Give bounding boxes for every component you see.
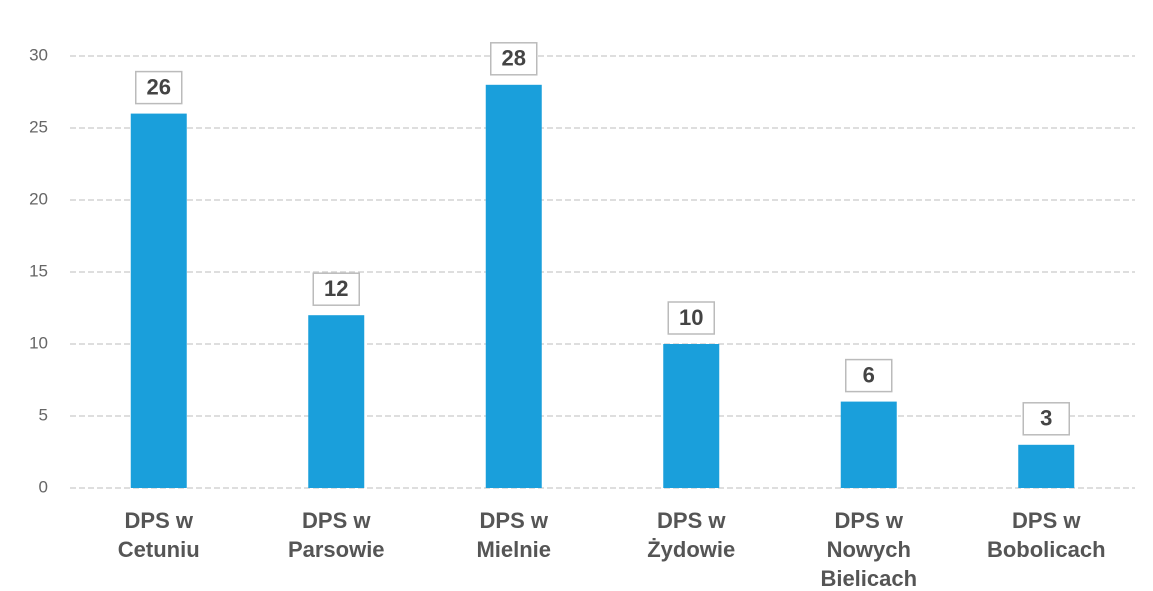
value-label: 6	[863, 362, 875, 387]
y-tick-label: 5	[39, 405, 48, 424]
value-label-box	[135, 70, 183, 105]
x-tick-label: DPS w Parsowie	[287, 508, 385, 562]
value-label: 26	[147, 74, 171, 99]
y-tick-label: 0	[39, 477, 48, 496]
x-tick-label: DPS w Żydowie	[647, 508, 736, 562]
value-label-box	[490, 42, 538, 76]
x-tick-label: DPS w Mielnie	[476, 508, 552, 562]
x-tick-label: DPS w Cetuniu	[117, 508, 200, 562]
value-label-box	[845, 358, 893, 393]
value-label-box	[1022, 402, 1070, 436]
y-tick-label: 15	[29, 261, 48, 280]
x-tick-label: DPS w Nowych Bielicach	[820, 508, 918, 591]
bar	[1018, 444, 1075, 488]
bar	[130, 113, 187, 488]
value-label-box	[667, 301, 715, 335]
bar	[485, 84, 542, 489]
y-tick-label: 20	[29, 189, 48, 208]
y-tick-label: 30	[29, 45, 48, 64]
x-tick-label: DPS w Bobolicach	[986, 508, 1106, 562]
value-label-box	[312, 272, 360, 306]
value-label: 10	[679, 305, 703, 330]
bar	[840, 401, 897, 488]
value-label: 28	[502, 46, 526, 71]
bar	[308, 315, 365, 488]
value-label: 12	[324, 276, 348, 301]
bar	[663, 344, 720, 488]
value-label: 3	[1040, 406, 1052, 431]
y-tick-label: 25	[29, 117, 48, 136]
y-tick-label: 10	[29, 333, 48, 352]
